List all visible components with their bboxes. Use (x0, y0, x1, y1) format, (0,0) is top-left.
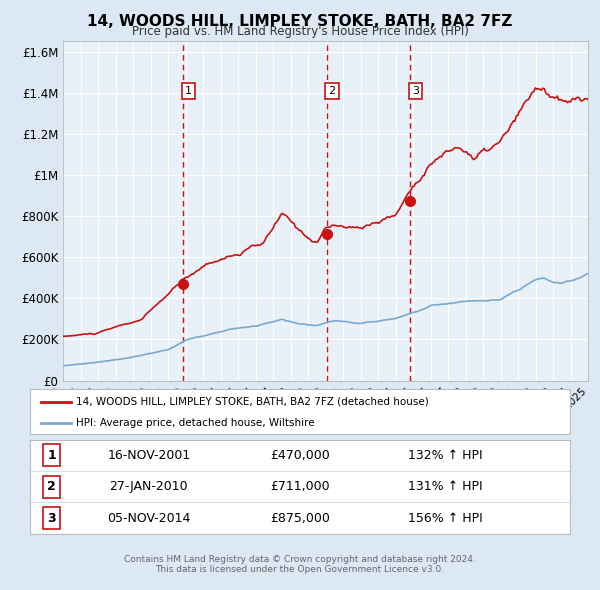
Text: 132% ↑ HPI: 132% ↑ HPI (409, 449, 483, 462)
Text: 14, WOODS HILL, LIMPLEY STOKE, BATH, BA2 7FZ (detached house): 14, WOODS HILL, LIMPLEY STOKE, BATH, BA2… (76, 397, 428, 407)
Text: 156% ↑ HPI: 156% ↑ HPI (409, 512, 483, 525)
Text: 131% ↑ HPI: 131% ↑ HPI (409, 480, 483, 493)
Text: £470,000: £470,000 (270, 449, 330, 462)
Text: Contains HM Land Registry data © Crown copyright and database right 2024.
This d: Contains HM Land Registry data © Crown c… (124, 555, 476, 574)
Text: 16-NOV-2001: 16-NOV-2001 (107, 449, 190, 462)
Text: 05-NOV-2014: 05-NOV-2014 (107, 512, 190, 525)
Text: 2: 2 (328, 86, 335, 96)
Text: 1: 1 (185, 86, 192, 96)
Text: Price paid vs. HM Land Registry's House Price Index (HPI): Price paid vs. HM Land Registry's House … (131, 25, 469, 38)
Text: 3: 3 (412, 86, 419, 96)
Text: £875,000: £875,000 (270, 512, 330, 525)
Text: 2: 2 (47, 480, 56, 493)
Text: 1: 1 (47, 449, 56, 462)
Text: £711,000: £711,000 (270, 480, 330, 493)
Text: HPI: Average price, detached house, Wiltshire: HPI: Average price, detached house, Wilt… (76, 418, 314, 428)
Text: 3: 3 (47, 512, 56, 525)
Text: 14, WOODS HILL, LIMPLEY STOKE, BATH, BA2 7FZ: 14, WOODS HILL, LIMPLEY STOKE, BATH, BA2… (88, 14, 512, 28)
Text: 27-JAN-2010: 27-JAN-2010 (109, 480, 188, 493)
